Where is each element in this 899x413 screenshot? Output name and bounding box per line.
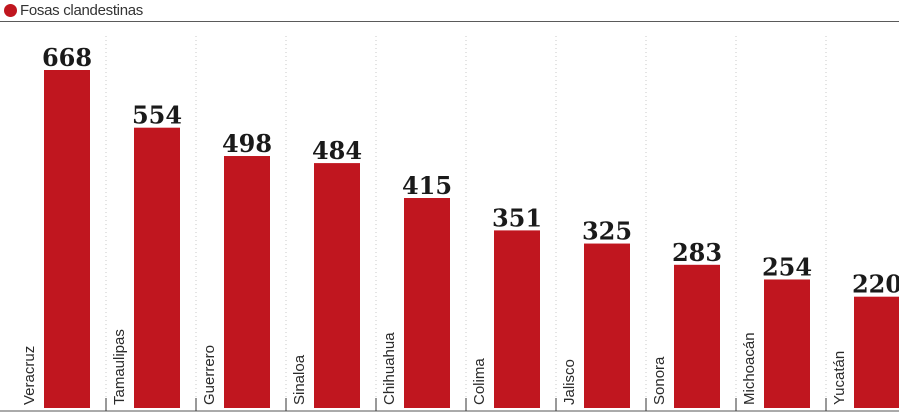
bar-veracruz xyxy=(44,70,90,408)
data-label: 254 xyxy=(762,252,812,281)
category-label: Jalisco xyxy=(561,359,578,405)
category-label: Yucatán xyxy=(831,351,848,405)
bar-chihuahua xyxy=(404,198,450,408)
category-label: Chihuahua xyxy=(381,332,398,405)
category-label: Sonora xyxy=(651,356,668,405)
data-label: 283 xyxy=(672,238,722,267)
bar-jalisco xyxy=(584,243,630,408)
data-label: 351 xyxy=(492,203,542,232)
data-label: 554 xyxy=(132,101,182,130)
category-label: Guerrero xyxy=(201,345,218,405)
legend-label: Fosas clandestinas xyxy=(20,2,144,19)
data-label: 484 xyxy=(312,136,362,165)
category-label: Tamaulipas xyxy=(111,329,128,405)
legend-swatch xyxy=(4,4,17,17)
bar-sinaloa xyxy=(314,163,360,408)
category-label: Michoacán xyxy=(741,332,758,405)
data-label: 668 xyxy=(42,43,92,72)
data-label: 415 xyxy=(402,171,452,200)
bar-yucatán xyxy=(854,296,899,408)
bar-chart: 668 Veracruz 554 Tamaulipas 498 Guerrero 484 Si… xyxy=(0,36,899,412)
legend: Fosas clandestinas xyxy=(0,0,899,22)
category-label: Veracruz xyxy=(21,346,38,405)
legend-divider xyxy=(0,21,899,22)
data-label: 498 xyxy=(222,129,272,158)
data-label: 220 xyxy=(852,270,899,299)
data-label: 325 xyxy=(582,217,632,246)
category-label: Sinaloa xyxy=(291,354,308,405)
bar-guerrero xyxy=(224,156,270,408)
category-label: Colima xyxy=(471,358,488,405)
bar-colima xyxy=(494,230,540,408)
bar-michoacán xyxy=(764,279,810,408)
bar-sonora xyxy=(674,264,720,408)
bar-tamaulipas xyxy=(134,127,180,409)
